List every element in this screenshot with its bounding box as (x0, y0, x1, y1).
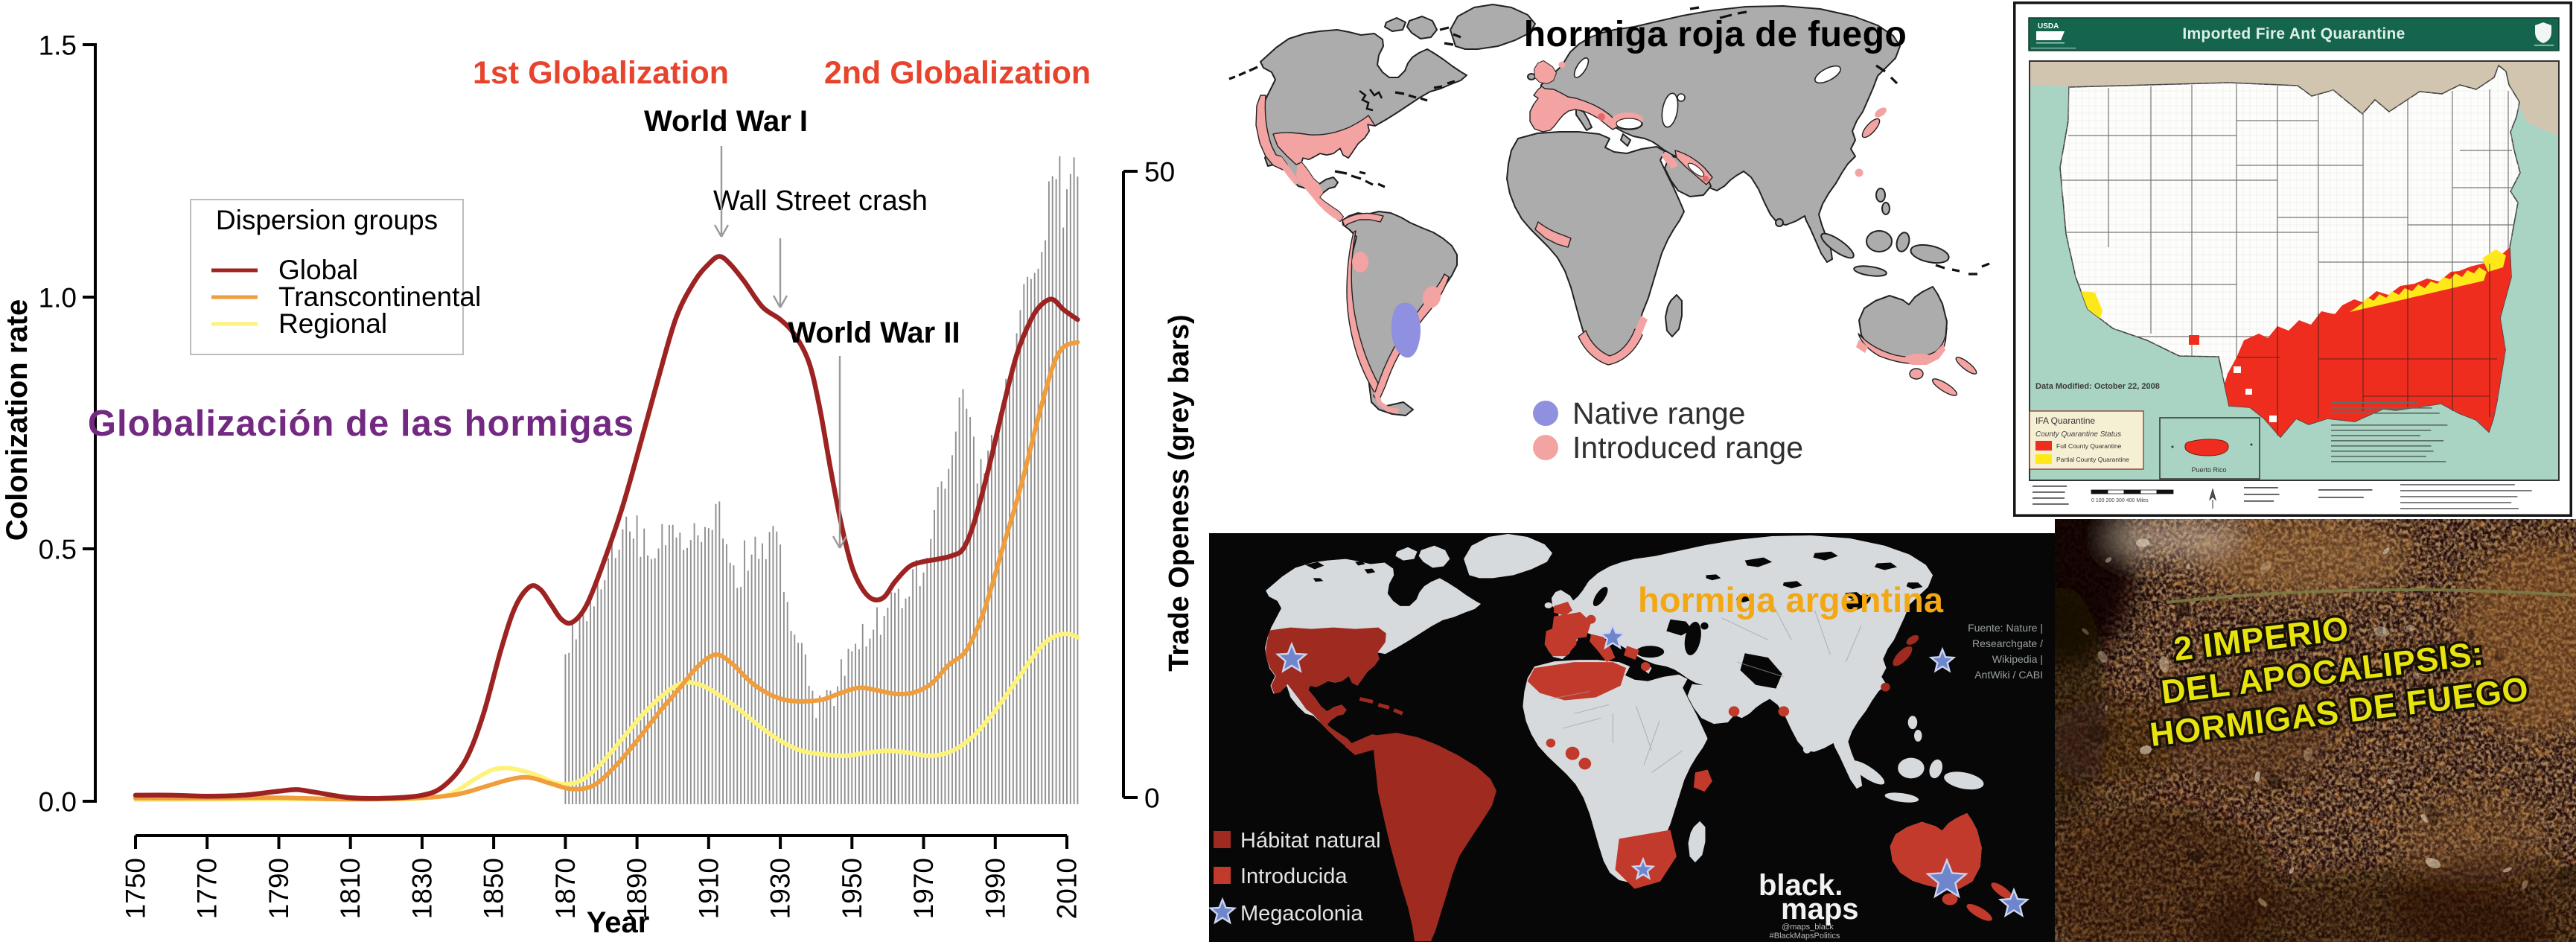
svg-text:1870: 1870 (550, 858, 581, 919)
svg-text:Imported Fire Ant Quarantine: Imported Fire Ant Quarantine (2182, 25, 2405, 42)
svg-text:Global: Global (278, 255, 358, 285)
svg-text:Trade Openess (grey bars): Trade Openess (grey bars) (1164, 314, 1195, 671)
svg-text:1750: 1750 (121, 858, 151, 919)
svg-text:Puerto Rico: Puerto Rico (2191, 466, 2226, 474)
svg-text:Transcontinental: Transcontinental (278, 281, 481, 312)
svg-text:1810: 1810 (335, 858, 366, 919)
svg-text:1950: 1950 (837, 858, 867, 919)
svg-text:0.0: 0.0 (39, 787, 77, 818)
svg-text:1970: 1970 (908, 858, 939, 919)
svg-text:1910: 1910 (693, 858, 724, 919)
svg-text:1850: 1850 (479, 858, 509, 919)
svg-text:Partial County Quarantine: Partial County Quarantine (2056, 456, 2129, 463)
svg-text:1.5: 1.5 (39, 31, 77, 61)
svg-text:0.5: 0.5 (39, 535, 77, 565)
svg-text:1930: 1930 (765, 858, 796, 919)
svg-text:Fuente: Nature |: Fuente: Nature | (1968, 622, 2043, 634)
svg-text:1990: 1990 (980, 858, 1010, 919)
svg-text:Hábitat natural: Hábitat natural (1240, 829, 1381, 853)
svg-text:0: 0 (1144, 783, 1160, 814)
svg-text:World War II: World War II (788, 316, 960, 349)
svg-text:Full County Quarantine: Full County Quarantine (2056, 442, 2122, 450)
svg-text:1790: 1790 (264, 858, 294, 919)
svg-text:0 100 200 300 400 Mi: 0 100 200 300 400 Miles (2091, 498, 2149, 503)
svg-text:Year: Year (587, 906, 650, 939)
svg-text:1830: 1830 (407, 858, 437, 919)
svg-text:Introduced range: Introduced range (1572, 430, 1803, 465)
svg-text:black.: black. (1759, 869, 1843, 902)
svg-text:Colonization rate: Colonization rate (1, 299, 34, 541)
svg-text:Native range: Native range (1572, 396, 1745, 430)
svg-text:IFA Quarantine: IFA Quarantine (2035, 416, 2095, 426)
svg-text:1770: 1770 (192, 858, 223, 919)
svg-text:Globalización de las hormigas: Globalización de las hormigas (88, 404, 634, 444)
svg-text:maps: maps (1781, 893, 1859, 926)
svg-text:Wall Street crash: Wall Street crash (713, 185, 928, 217)
svg-text:World War I: World War I (644, 105, 808, 138)
svg-text:Data Modified: October 22, 200: Data Modified: October 22, 2008 (2035, 382, 2160, 391)
svg-text:1st Globalization: 1st Globalization (473, 55, 729, 91)
svg-text:2010: 2010 (1052, 858, 1083, 919)
svg-text:#BlackMapsPolitics: #BlackMapsPolitics (1770, 932, 1840, 941)
svg-text:Megacolonia: Megacolonia (1240, 902, 1363, 926)
svg-text:Introducida: Introducida (1240, 865, 1348, 888)
svg-text:USDA: USDA (2038, 22, 2059, 31)
svg-text:1890: 1890 (622, 858, 652, 919)
svg-text:@maps_black: @maps_black (1782, 923, 1834, 932)
svg-text:50: 50 (1144, 157, 1175, 188)
svg-text:2nd Globalization: 2nd Globalization (824, 55, 1091, 91)
svg-text:Dispersion groups: Dispersion groups (216, 205, 438, 235)
svg-text:1.0: 1.0 (39, 283, 77, 314)
svg-text:Researchgate /: Researchgate / (1972, 637, 2043, 649)
svg-text:Regional: Regional (278, 308, 387, 339)
svg-text:AntWiki / CABI: AntWiki / CABI (1974, 669, 2043, 681)
svg-text:Wikipedia |: Wikipedia | (1992, 653, 2043, 665)
svg-text:hormiga roja de fuego: hormiga roja de fuego (1524, 15, 1907, 54)
svg-text:hormiga argentina: hormiga argentina (1638, 580, 1944, 620)
svg-text:County Quarantine Status: County Quarantine Status (2035, 430, 2121, 439)
